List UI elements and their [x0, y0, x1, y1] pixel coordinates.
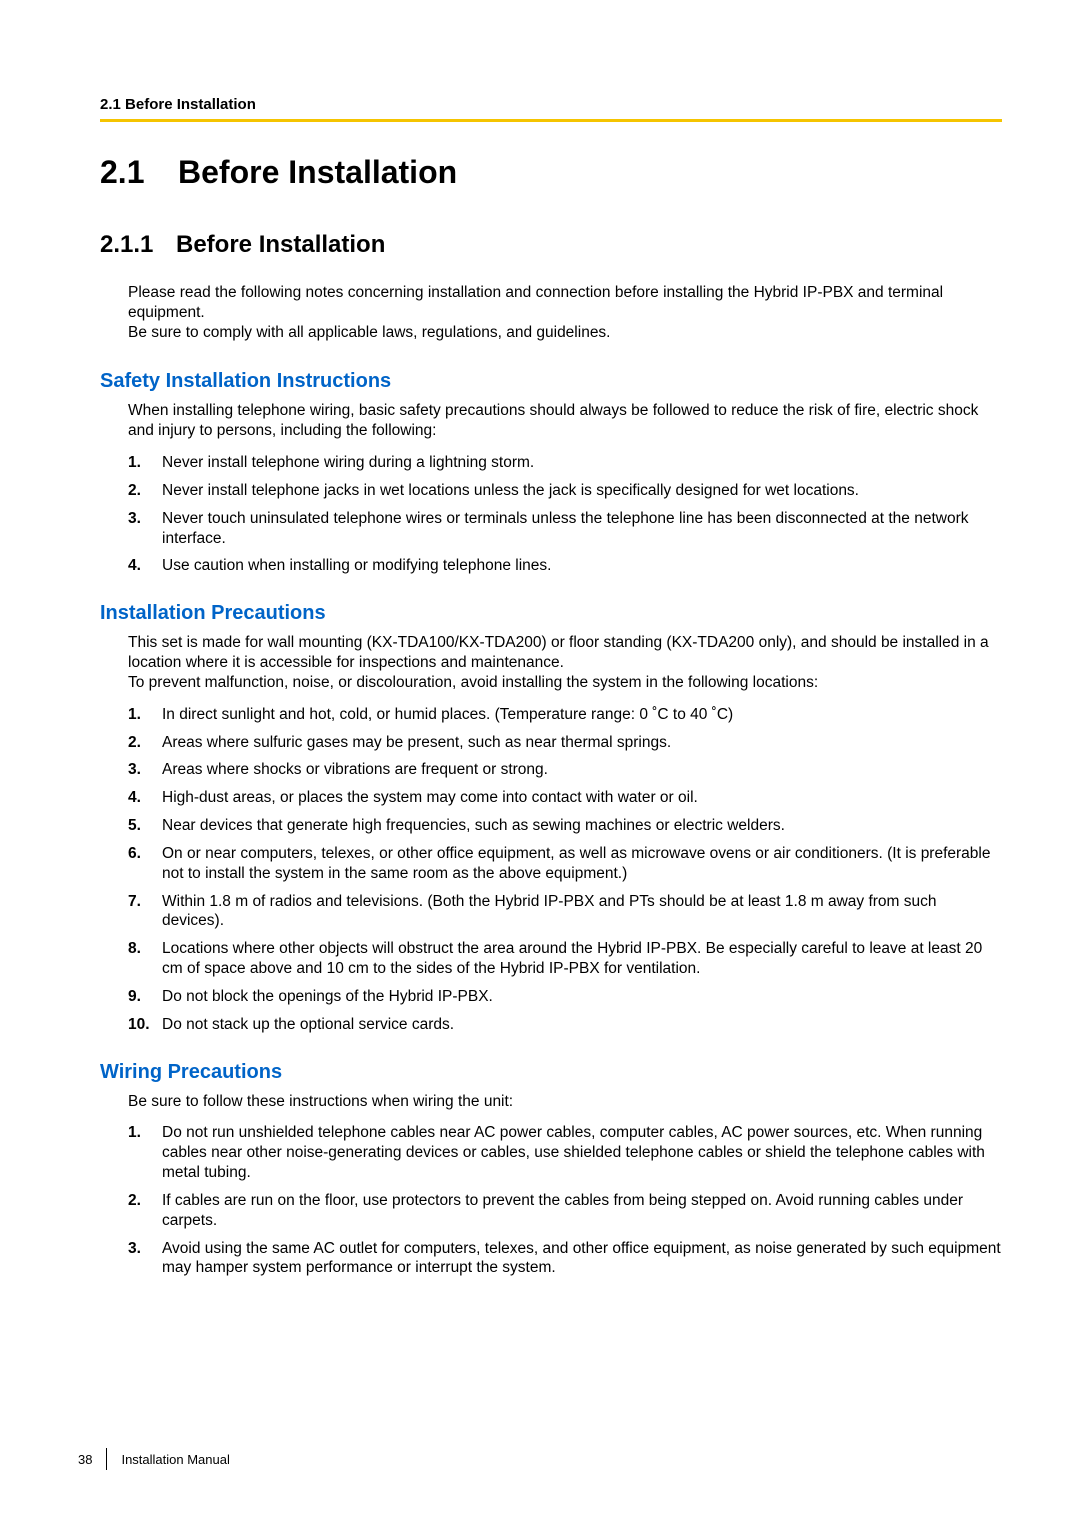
- list-text: Never install telephone wiring during a …: [162, 454, 534, 471]
- list-number: 3.: [128, 760, 141, 780]
- safety-heading: Safety Installation Instructions: [100, 370, 1002, 393]
- list-text: Areas where sulfuric gases may be presen…: [162, 734, 671, 751]
- list-item: 3. Never touch uninsulated telephone wire…: [128, 509, 1002, 549]
- list-text: Never touch uninsulated telephone wires …: [162, 510, 969, 547]
- list-number: 5.: [128, 816, 141, 836]
- list-item: 3. Areas where shocks or vibrations are f…: [128, 760, 1002, 780]
- wiring-intro: Be sure to follow these instructions whe…: [128, 1092, 1002, 1112]
- list-item: 10. Do not stack up the optional service …: [128, 1015, 1002, 1035]
- list-text: Near devices that generate high frequenc…: [162, 817, 785, 834]
- list-number: 2.: [128, 1191, 141, 1211]
- list-item: 6. On or near computers, telexes, or othe…: [128, 844, 1002, 884]
- doc-title: Installation Manual: [121, 1452, 229, 1467]
- list-text: Never install telephone jacks in wet loc…: [162, 482, 859, 499]
- list-text: High-dust areas, or places the system ma…: [162, 789, 698, 806]
- h2-number: 2.1.1: [100, 231, 176, 259]
- list-number: 8.: [128, 939, 141, 959]
- list-number: 10.: [128, 1015, 150, 1035]
- intro-line-2: Be sure to comply with all applicable la…: [128, 323, 1002, 343]
- list-item: 5. Near devices that generate high freque…: [128, 816, 1002, 836]
- precautions-intro-1: This set is made for wall mounting (KX-T…: [128, 634, 989, 671]
- list-text: Areas where shocks or vibrations are fre…: [162, 761, 548, 778]
- page-body: 2.1 Before Installation 2.1Before Instal…: [0, 0, 1080, 1278]
- h1-number: 2.1: [100, 154, 178, 191]
- list-text: Do not run unshielded telephone cables n…: [162, 1124, 985, 1181]
- list-number: 1.: [128, 453, 141, 473]
- safety-list: 1. Never install telephone wiring during …: [128, 453, 1002, 576]
- list-text: Use caution when installing or modifying…: [162, 557, 551, 574]
- page-footer: 38 Installation Manual: [78, 1448, 230, 1470]
- list-number: 9.: [128, 987, 141, 1007]
- list-item: 4. High-dust areas, or places the system …: [128, 788, 1002, 808]
- page-number: 38: [78, 1452, 106, 1467]
- wiring-list: 1. Do not run unshielded telephone cables…: [128, 1123, 1002, 1278]
- h2-text: Before Installation: [176, 231, 385, 258]
- list-text: Do not block the openings of the Hybrid …: [162, 988, 493, 1005]
- intro-paragraph: Please read the following notes concerni…: [128, 283, 1002, 342]
- wiring-heading: Wiring Precautions: [100, 1061, 1002, 1084]
- section-title-h2: 2.1.1Before Installation: [100, 231, 1002, 259]
- precautions-list: 1. In direct sunlight and hot, cold, or h…: [128, 705, 1002, 1035]
- precautions-heading: Installation Precautions: [100, 602, 1002, 625]
- section-title-h1: 2.1Before Installation: [100, 154, 1002, 191]
- list-text: If cables are run on the floor, use prot…: [162, 1192, 963, 1229]
- h1-text: Before Installation: [178, 154, 457, 190]
- list-text: On or near computers, telexes, or other …: [162, 845, 991, 882]
- safety-intro: When installing telephone wiring, basic …: [128, 401, 1002, 441]
- running-header: 2.1 Before Installation: [100, 96, 1002, 113]
- list-number: 1.: [128, 705, 141, 725]
- list-number: 7.: [128, 892, 141, 912]
- list-number: 4.: [128, 556, 141, 576]
- precautions-intro-2: To prevent malfunction, noise, or discol…: [128, 674, 818, 691]
- list-number: 3.: [128, 509, 141, 529]
- list-item: 7. Within 1.8 m of radios and televisions…: [128, 892, 1002, 932]
- list-number: 1.: [128, 1123, 141, 1143]
- list-number: 2.: [128, 481, 141, 501]
- list-item: 2. Areas where sulfuric gases may be pres…: [128, 733, 1002, 753]
- list-number: 3.: [128, 1239, 141, 1259]
- list-number: 6.: [128, 844, 141, 864]
- list-item: 1. Never install telephone wiring during …: [128, 453, 1002, 473]
- list-item: 2. Never install telephone jacks in wet l…: [128, 481, 1002, 501]
- footer-separator: [106, 1448, 107, 1470]
- list-text: Do not stack up the optional service car…: [162, 1016, 454, 1033]
- list-item: 2. If cables are run on the floor, use pr…: [128, 1191, 1002, 1231]
- list-text: Locations where other objects will obstr…: [162, 940, 982, 977]
- precautions-intro: This set is made for wall mounting (KX-T…: [128, 633, 1002, 692]
- list-item: 9. Do not block the openings of the Hybri…: [128, 987, 1002, 1007]
- list-item: 1. In direct sunlight and hot, cold, or h…: [128, 705, 1002, 725]
- list-item: 8. Locations where other objects will obs…: [128, 939, 1002, 979]
- list-text: In direct sunlight and hot, cold, or hum…: [162, 706, 733, 723]
- list-text: Avoid using the same AC outlet for compu…: [162, 1240, 1001, 1277]
- intro-line-1: Please read the following notes concerni…: [128, 283, 1002, 323]
- list-item: 4. Use caution when installing or modifyi…: [128, 556, 1002, 576]
- header-rule: [100, 119, 1002, 122]
- list-number: 4.: [128, 788, 141, 808]
- list-item: 3. Avoid using the same AC outlet for com…: [128, 1239, 1002, 1279]
- list-item: 1. Do not run unshielded telephone cables…: [128, 1123, 1002, 1182]
- list-number: 2.: [128, 733, 141, 753]
- list-text: Within 1.8 m of radios and televisions. …: [162, 893, 937, 930]
